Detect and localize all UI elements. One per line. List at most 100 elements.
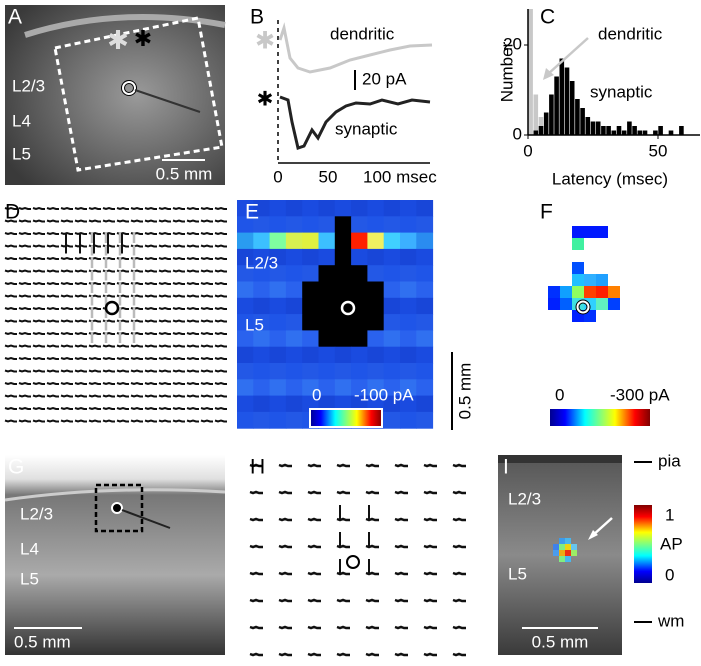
heat-cell xyxy=(334,200,352,217)
bar xyxy=(580,108,585,135)
trace xyxy=(18,369,31,373)
trace xyxy=(88,344,101,348)
trace xyxy=(394,490,408,495)
heat-cell xyxy=(237,200,254,217)
trace xyxy=(74,344,87,348)
trace xyxy=(172,281,185,286)
trace xyxy=(214,294,227,298)
trace xyxy=(60,344,73,348)
heatmap xyxy=(237,200,434,429)
trace xyxy=(4,294,17,298)
heat-cell xyxy=(269,216,287,234)
trace xyxy=(186,394,199,398)
heat-cell xyxy=(302,281,319,299)
trace xyxy=(200,369,213,373)
trace xyxy=(214,281,227,286)
trace xyxy=(18,344,31,348)
bar xyxy=(601,126,606,135)
heat-cell xyxy=(318,232,336,250)
bar xyxy=(642,130,648,135)
trace xyxy=(307,598,321,603)
trace xyxy=(88,406,101,411)
trace xyxy=(172,269,185,273)
heat-cell xyxy=(351,200,368,217)
trace xyxy=(88,394,101,398)
heat-cell xyxy=(237,411,254,429)
trace xyxy=(60,319,73,323)
heat-cell xyxy=(351,281,368,299)
trace xyxy=(46,344,59,348)
bar xyxy=(637,130,643,135)
heat-cell xyxy=(334,248,352,266)
heat-cell xyxy=(608,298,620,310)
trace xyxy=(158,219,171,223)
trace xyxy=(46,381,59,386)
colorbar-label: 0 xyxy=(555,385,564,404)
trace xyxy=(172,294,185,298)
heat-cell xyxy=(269,281,287,299)
trace xyxy=(130,394,143,398)
trace xyxy=(214,381,227,386)
heat-cell xyxy=(367,363,385,380)
trace xyxy=(172,231,185,236)
trace xyxy=(307,463,321,468)
boundary-label: pia xyxy=(658,451,681,470)
trace xyxy=(158,406,171,411)
heat-cell xyxy=(269,330,287,348)
colorbar xyxy=(550,409,650,426)
heat-cell xyxy=(596,298,608,310)
trace xyxy=(214,269,227,273)
bar xyxy=(658,126,663,135)
bar xyxy=(559,58,565,135)
trace xyxy=(74,406,87,411)
trace xyxy=(32,344,45,348)
colorbar-label: AP xyxy=(660,534,683,553)
trace xyxy=(130,406,143,411)
trace xyxy=(307,517,321,522)
cell-marker xyxy=(104,300,120,316)
trace xyxy=(74,294,87,298)
bar xyxy=(627,121,632,135)
trace xyxy=(18,269,31,273)
layer-label: L5 xyxy=(508,564,527,583)
trace xyxy=(74,206,87,211)
trace xyxy=(74,319,87,323)
trace xyxy=(60,281,73,286)
trace xyxy=(278,517,292,522)
slice-edge xyxy=(4,488,226,502)
trace xyxy=(74,256,87,261)
heat-cell xyxy=(269,363,287,380)
trace xyxy=(130,219,143,223)
bar xyxy=(554,76,559,135)
asterisk-gray: ✱ xyxy=(255,27,275,54)
scale-label: 0.5 mm xyxy=(156,164,213,183)
trace xyxy=(60,219,73,223)
trace xyxy=(4,331,17,336)
trace xyxy=(186,344,199,348)
panel-label: I xyxy=(503,456,509,479)
heat-cell xyxy=(302,216,319,234)
heat-cell xyxy=(572,238,584,250)
heat-cell xyxy=(400,200,417,217)
heat-cell xyxy=(302,330,319,348)
trace xyxy=(60,419,73,423)
trace xyxy=(144,394,157,398)
heat-cell xyxy=(367,297,385,315)
trace xyxy=(336,544,350,549)
heat-cell xyxy=(285,248,303,266)
heat-cell xyxy=(400,232,417,250)
trace xyxy=(32,381,45,386)
trace xyxy=(249,652,263,657)
heatmap xyxy=(553,538,577,562)
heat-cell xyxy=(253,379,271,397)
x-tick-label: 0 xyxy=(523,141,532,160)
heat-cell xyxy=(416,248,434,266)
heat-cell xyxy=(416,200,434,217)
trace xyxy=(116,206,129,211)
heat-cell xyxy=(318,216,336,234)
colorbar-label: -300 pA xyxy=(610,385,670,404)
cell-marker xyxy=(122,81,136,95)
trace xyxy=(394,544,408,549)
layer-label: L4 xyxy=(20,539,39,558)
trace xyxy=(4,406,17,411)
